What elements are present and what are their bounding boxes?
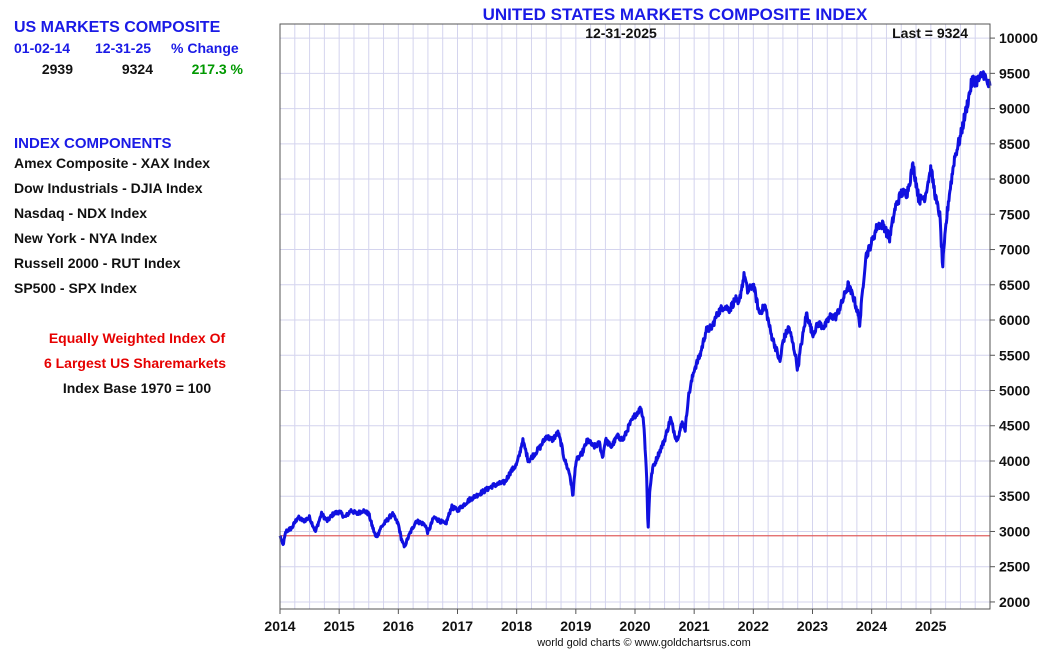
y-tick-label: 8000 — [999, 171, 1030, 187]
y-tick-label: 7000 — [999, 242, 1030, 258]
x-tick-label: 2018 — [501, 618, 532, 634]
x-tick-label: 2023 — [797, 618, 828, 634]
x-tick-label: 2016 — [383, 618, 414, 634]
chart-last-label: Last = 9324 — [892, 25, 968, 41]
chart-date-label: 12-31-2025 — [585, 25, 657, 41]
x-tick-label: 2020 — [619, 618, 650, 634]
summary-title: US MARKETS COMPOSITE — [14, 19, 221, 36]
y-tick-label: 3500 — [999, 488, 1030, 504]
summary-header-start: 01-02-14 — [14, 40, 71, 56]
note-line-3: Index Base 1970 = 100 — [62, 380, 212, 396]
x-tick-label: 2019 — [560, 618, 591, 634]
y-tick-label: 8500 — [999, 136, 1030, 152]
x-tick-label: 2024 — [856, 618, 887, 634]
y-tick-label: 5000 — [999, 383, 1030, 399]
y-tick-label: 6500 — [999, 277, 1030, 293]
x-axis: 2014 2015 2016 2017 2018 2019 2020 2021 2022 2023… — [264, 609, 947, 634]
x-tick-label: 2022 — [738, 618, 769, 634]
chart-footer: world gold charts © www.goldchartsrus.co… — [536, 637, 751, 649]
grid-lines — [280, 24, 990, 609]
x-tick-label: 2017 — [442, 618, 473, 634]
y-tick-label: 9000 — [999, 101, 1030, 117]
x-tick-label: 2015 — [324, 618, 355, 634]
chart-title: UNITED STATES MARKETS COMPOSITE INDEX — [483, 5, 868, 24]
summary-header-end: 12-31-25 — [95, 40, 152, 56]
y-tick-label: 3000 — [999, 523, 1030, 539]
y-tick-label: 4500 — [999, 418, 1030, 434]
x-tick-label: 2021 — [679, 618, 710, 634]
summary-header-change: % Change — [171, 40, 239, 56]
y-tick-label: 4000 — [999, 453, 1030, 469]
component-item: New York - NYA Index — [14, 230, 158, 246]
series-line — [278, 70, 992, 549]
component-item: Amex Composite - XAX Index — [14, 155, 211, 171]
note-line-1: Equally Weighted Index Of — [48, 330, 226, 346]
summary-value-end: 9324 — [121, 61, 153, 77]
component-item: SP500 - SPX Index — [14, 280, 137, 296]
y-tick-label: 2000 — [999, 594, 1030, 610]
note-line-2: 6 Largest US Sharemarkets — [43, 355, 227, 371]
component-item: Nasdaq - NDX Index — [14, 205, 148, 221]
x-tick-label: 2025 — [915, 618, 946, 634]
summary-value-change: 217.3 % — [191, 61, 243, 77]
y-tick-label: 10000 — [999, 30, 1038, 46]
y-tick-label: 7500 — [999, 206, 1030, 222]
y-tick-label: 9500 — [999, 65, 1030, 81]
components-title: INDEX COMPONENTS — [14, 135, 172, 152]
y-tick-label: 5500 — [999, 347, 1030, 363]
summary-value-start: 2939 — [41, 61, 73, 77]
y-axis: 2000 2500 3000 3500 4000 4500 5000 5500 6000 6500… — [990, 30, 1038, 610]
component-item: Dow Industrials - DJIA Index — [14, 180, 203, 196]
y-tick-label: 6000 — [999, 312, 1030, 328]
x-tick-label: 2014 — [264, 618, 295, 634]
component-item: Russell 2000 - RUT Index — [14, 255, 181, 271]
y-tick-label: 2500 — [999, 559, 1030, 575]
